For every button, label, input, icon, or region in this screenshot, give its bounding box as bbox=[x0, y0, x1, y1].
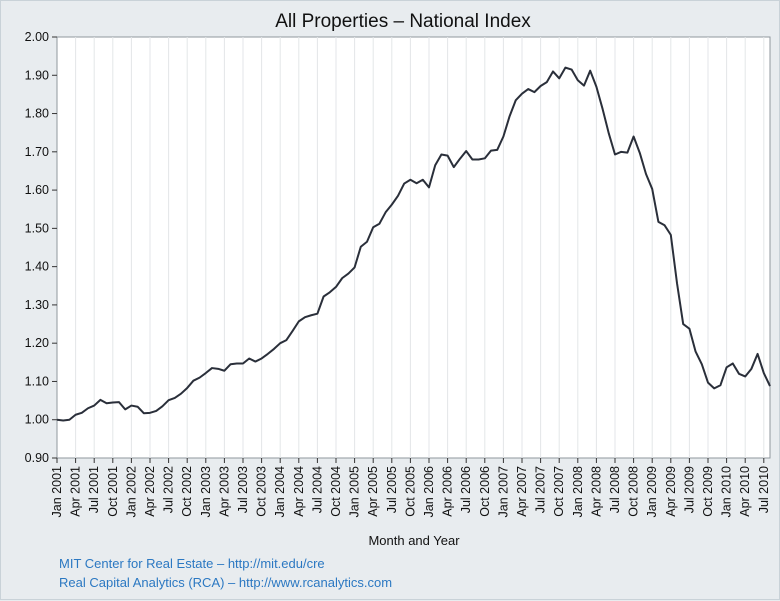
x-tick-label: Oct 2001 bbox=[106, 466, 120, 517]
x-tick-label: Apr 2007 bbox=[515, 466, 529, 517]
x-tick-label: Apr 2010 bbox=[738, 466, 752, 517]
x-tick-label: Jan 2009 bbox=[645, 466, 659, 517]
y-tick-label: 0.90 bbox=[25, 451, 49, 465]
x-tick-label: Jul 2008 bbox=[608, 466, 622, 513]
x-tick-label: Oct 2009 bbox=[701, 466, 715, 517]
x-tick-label: Jan 2002 bbox=[124, 466, 138, 517]
x-tick-label: Apr 2006 bbox=[441, 466, 455, 517]
y-tick-label: 1.00 bbox=[25, 413, 49, 427]
y-tick-label: 1.70 bbox=[25, 145, 49, 159]
x-tick-label: Jul 2007 bbox=[534, 466, 548, 513]
x-tick-label: Jul 2010 bbox=[757, 466, 771, 513]
x-tick-label: Jan 2007 bbox=[496, 466, 510, 517]
x-tick-label: Oct 2002 bbox=[180, 466, 194, 517]
x-axis: Jan 2001 Apr 2001 Jul 2001 Oct 2001 Jan 2002… bbox=[50, 458, 771, 517]
y-tick-label: 1.40 bbox=[25, 260, 49, 274]
y-tick-label: 2.00 bbox=[25, 30, 49, 44]
y-tick-label: 1.50 bbox=[25, 221, 49, 235]
y-tick-label: 1.30 bbox=[25, 298, 49, 312]
y-axis: 0.90 1.00 1.10 1.20 1.30 1.40 1.50 1.60 1.70 1.80… bbox=[25, 30, 57, 465]
y-tick-label: 1.20 bbox=[25, 336, 49, 350]
grid-lines bbox=[75, 37, 765, 458]
x-tick-label: Oct 2006 bbox=[478, 466, 492, 517]
x-tick-label: Jul 2004 bbox=[310, 466, 324, 513]
x-tick-label: Apr 2003 bbox=[217, 466, 231, 517]
x-tick-label: Jul 2006 bbox=[459, 466, 473, 513]
y-tick-label: 1.60 bbox=[25, 183, 49, 197]
x-tick-label: Apr 2008 bbox=[589, 466, 603, 517]
x-tick-label: Apr 2009 bbox=[664, 466, 678, 517]
x-tick-label: Apr 2001 bbox=[69, 466, 83, 517]
x-tick-label: Apr 2002 bbox=[143, 466, 157, 517]
x-tick-label: Jan 2003 bbox=[199, 466, 213, 517]
x-tick-label: Jan 2010 bbox=[720, 466, 734, 517]
y-tick-label: 1.90 bbox=[25, 68, 49, 82]
x-tick-label: Oct 2005 bbox=[403, 466, 417, 517]
index-series-line bbox=[56, 66, 771, 422]
credit-rca: Real Capital Analytics (RCA) – http://ww… bbox=[59, 575, 393, 590]
x-tick-label: Oct 2004 bbox=[329, 466, 343, 517]
x-tick-label: Oct 2007 bbox=[552, 466, 566, 517]
x-tick-label: Jan 2008 bbox=[571, 466, 585, 517]
x-tick-label: Jan 2001 bbox=[50, 466, 64, 517]
x-tick-label: Jan 2005 bbox=[348, 466, 362, 517]
x-tick-label: Apr 2005 bbox=[366, 466, 380, 517]
y-tick-label: 1.80 bbox=[25, 107, 49, 121]
x-tick-label: Apr 2004 bbox=[292, 466, 306, 517]
x-tick-label: Jan 2004 bbox=[273, 466, 287, 517]
x-tick-label: Jul 2005 bbox=[385, 466, 399, 513]
x-tick-label: Jul 2003 bbox=[236, 466, 250, 513]
x-tick-label: Jul 2002 bbox=[162, 466, 176, 513]
credit-mit: MIT Center for Real Estate – http://mit.… bbox=[59, 556, 325, 571]
x-tick-label: Oct 2003 bbox=[255, 466, 269, 517]
x-axis-title: Month and Year bbox=[368, 533, 460, 548]
x-tick-label: Jul 2001 bbox=[87, 466, 101, 513]
x-tick-label: Jan 2006 bbox=[422, 466, 436, 517]
x-tick-label: Jul 2009 bbox=[682, 466, 696, 513]
chart-title: All Properties – National Index bbox=[275, 11, 531, 32]
plot-area bbox=[56, 36, 771, 459]
x-tick-label: Oct 2008 bbox=[627, 466, 641, 517]
y-tick-label: 1.10 bbox=[25, 374, 49, 388]
